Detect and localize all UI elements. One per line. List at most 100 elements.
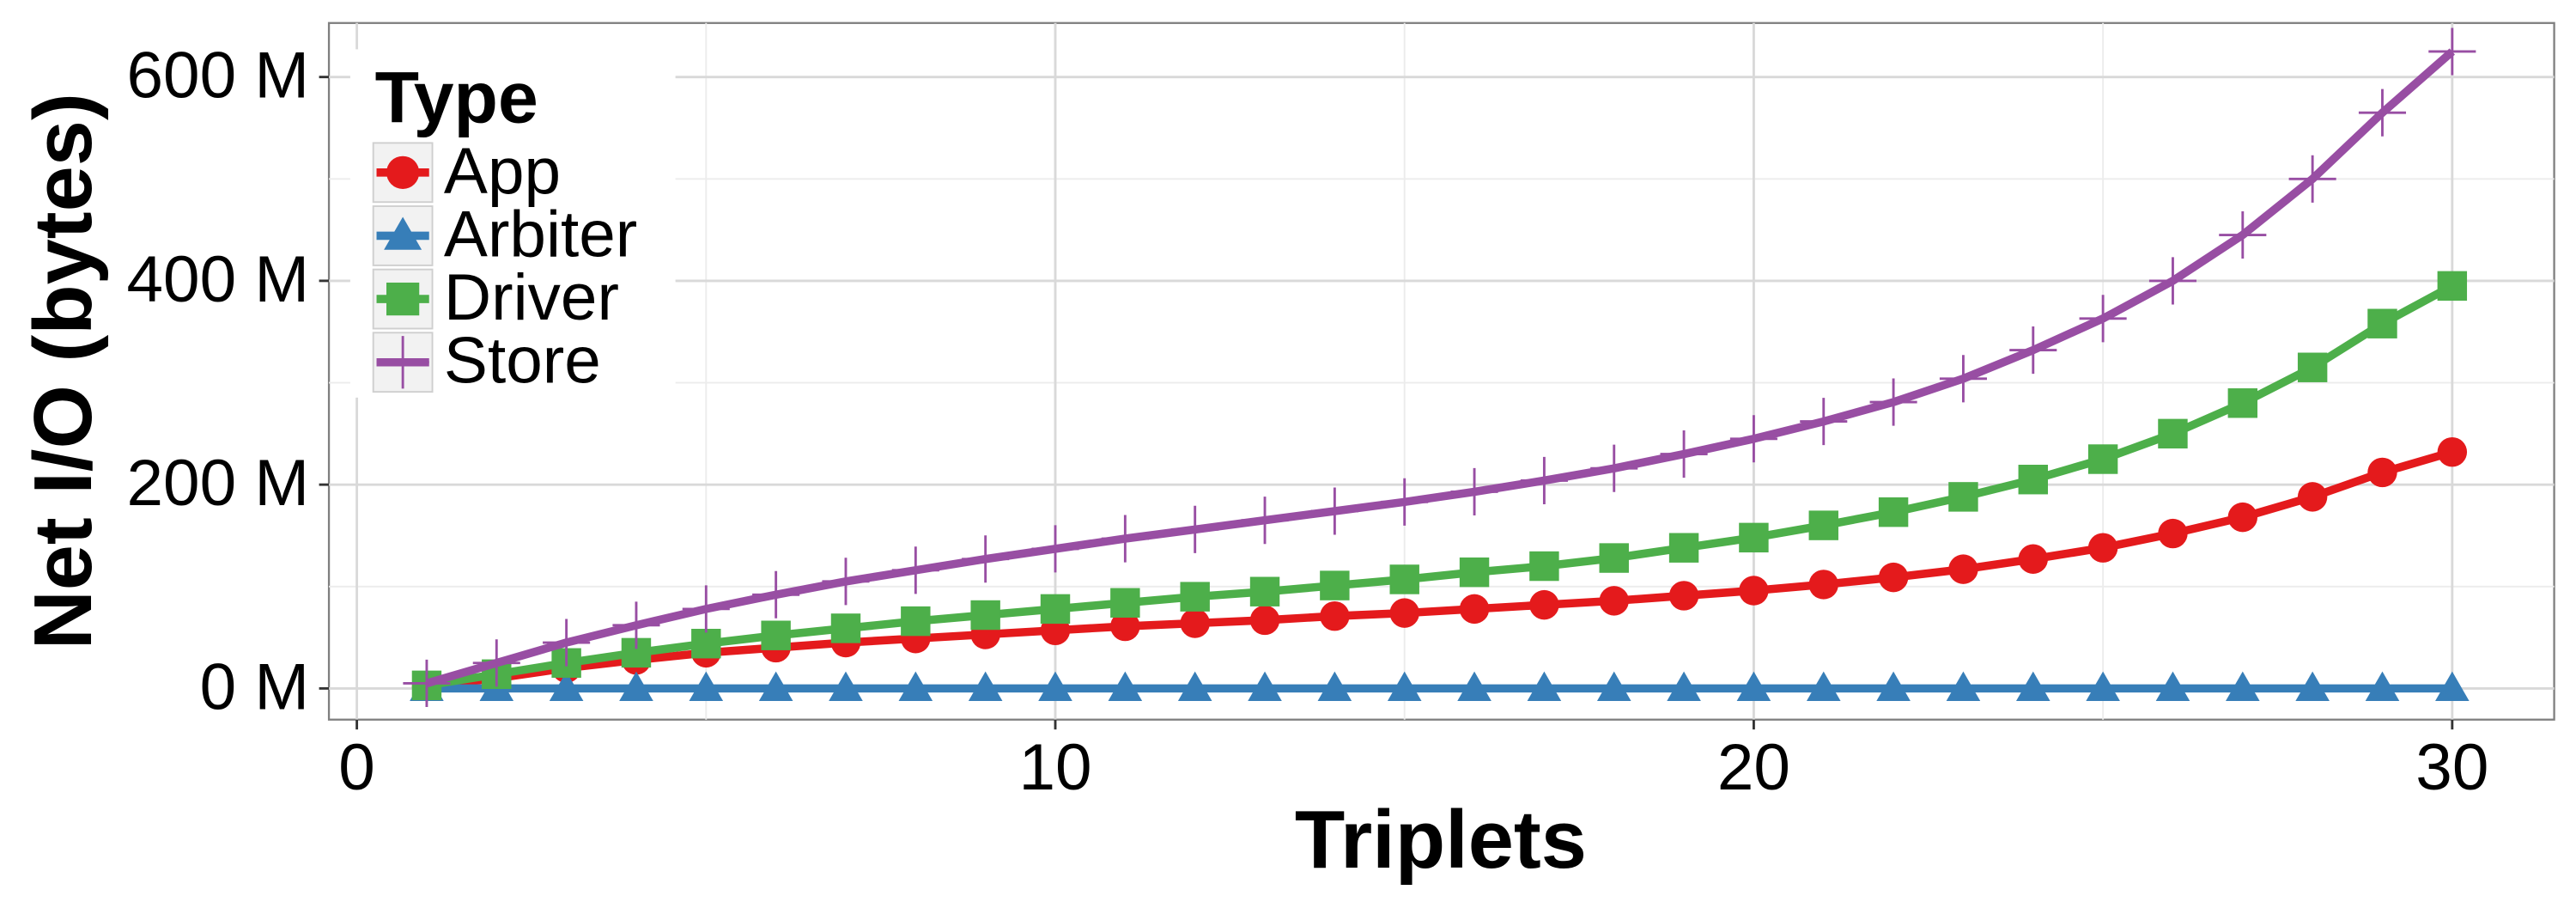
marker	[2219, 210, 2267, 259]
marker	[386, 155, 420, 189]
marker	[968, 671, 1003, 702]
marker	[376, 336, 429, 389]
marker	[1599, 586, 1629, 616]
marker	[1459, 594, 1490, 625]
marker	[472, 639, 520, 687]
marker	[1739, 522, 1769, 553]
marker	[970, 600, 1000, 631]
legend-label: Store	[444, 325, 601, 398]
marker	[2148, 257, 2197, 305]
marker	[1038, 671, 1072, 702]
x-axis-title: Triplets	[1295, 794, 1587, 886]
marker	[2158, 518, 2188, 549]
series	[410, 671, 2470, 702]
legend-label: Arbiter	[444, 198, 637, 271]
marker	[1171, 505, 1219, 553]
marker	[1939, 355, 1987, 403]
marker	[612, 601, 660, 649]
series	[411, 271, 2468, 701]
marker	[1736, 671, 1771, 702]
marker	[1180, 608, 1210, 638]
marker	[2437, 271, 2468, 302]
marker	[2367, 308, 2397, 338]
marker	[2009, 326, 2057, 375]
marker	[543, 619, 591, 667]
marker	[1668, 533, 1699, 563]
x-tick-label: 10	[1018, 731, 1091, 804]
marker	[682, 585, 730, 633]
marker	[1529, 589, 1559, 620]
marker	[1527, 671, 1562, 702]
marker	[1948, 554, 1978, 584]
marker	[1668, 581, 1699, 611]
marker	[1110, 588, 1140, 618]
marker	[761, 620, 791, 650]
marker	[1310, 487, 1358, 535]
marker	[619, 671, 653, 702]
marker	[2226, 671, 2260, 702]
marker	[1599, 543, 1629, 573]
marker	[1381, 478, 1429, 526]
marker	[2158, 418, 2188, 449]
marker	[691, 628, 721, 659]
marker	[2079, 295, 2127, 343]
y-tick-label: 400 M	[126, 243, 309, 316]
marker	[752, 570, 800, 619]
marker	[1660, 430, 1708, 478]
marker	[1101, 515, 1149, 563]
marker	[2358, 88, 2407, 137]
legend-label: App	[444, 135, 561, 208]
marker	[689, 671, 724, 702]
marker	[2297, 482, 2328, 512]
marker	[1320, 600, 1350, 631]
marker	[1389, 598, 1419, 628]
marker	[1249, 605, 1280, 636]
marker	[1457, 671, 1492, 702]
marker	[898, 671, 933, 702]
marker	[891, 546, 939, 594]
marker	[2087, 533, 2118, 563]
marker	[1180, 582, 1210, 612]
marker	[384, 216, 422, 250]
marker	[1108, 671, 1143, 702]
marker	[2155, 671, 2190, 702]
marker	[2295, 671, 2330, 702]
y-tick-label: 200 M	[126, 447, 309, 520]
marker	[1596, 671, 1631, 702]
marker	[2087, 444, 2118, 474]
marker	[1739, 576, 1769, 606]
marker	[549, 671, 584, 702]
marker	[962, 535, 1010, 583]
marker	[1878, 497, 1909, 527]
marker	[1177, 671, 1212, 702]
marker	[1808, 570, 1838, 600]
marker	[1806, 671, 1841, 702]
marker	[2365, 671, 2400, 702]
marker	[1317, 671, 1352, 702]
marker	[758, 671, 793, 702]
series	[403, 27, 2476, 708]
marker	[1878, 562, 1909, 593]
marker	[2018, 465, 2048, 495]
marker	[1040, 594, 1071, 625]
marker	[1800, 398, 1848, 446]
marker	[386, 282, 420, 316]
y-tick-label: 0 M	[200, 650, 310, 723]
marker	[1459, 557, 1490, 588]
marker	[2367, 457, 2397, 488]
marker	[2435, 671, 2470, 702]
x-tick-label: 30	[2415, 731, 2488, 804]
marker	[2428, 27, 2476, 76]
marker	[1876, 671, 1911, 702]
series-layer	[403, 27, 2476, 708]
marker	[1248, 671, 1282, 702]
marker	[1590, 444, 1638, 492]
x-tick-label: 20	[1717, 731, 1790, 804]
marker	[822, 558, 870, 606]
plot-panel	[327, 21, 2555, 721]
marker	[2297, 352, 2328, 382]
marker	[1948, 482, 1978, 512]
marker	[1249, 576, 1280, 606]
